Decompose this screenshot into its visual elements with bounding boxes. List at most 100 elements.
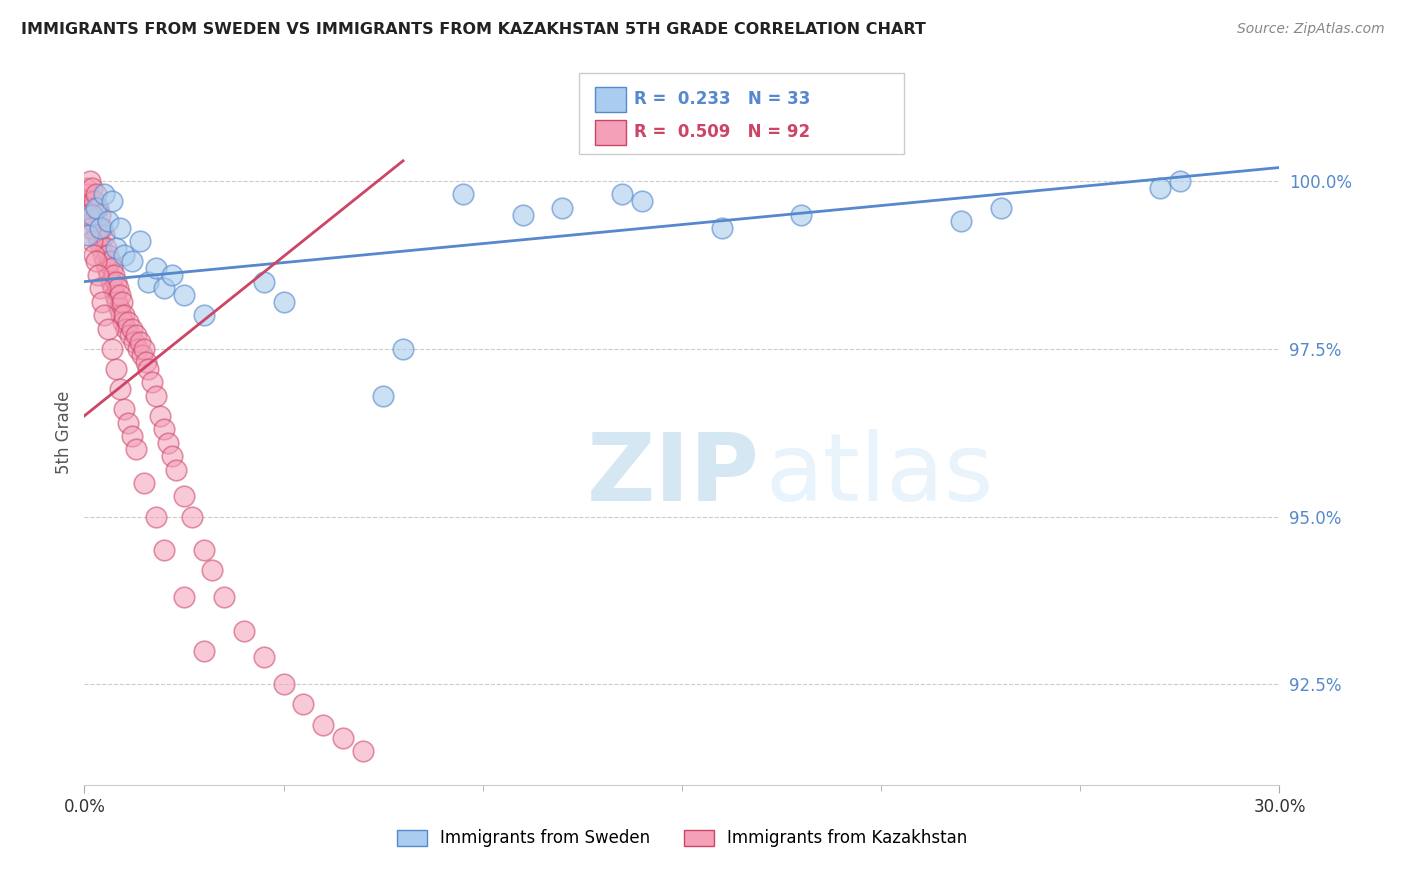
Point [512, 207, 534, 221]
Y-axis label: 5th Grade: 5th Grade [55, 391, 73, 475]
Point [160, 449, 183, 463]
Point [451, 187, 474, 202]
Point [93, 187, 115, 202]
Point [273, 677, 295, 691]
Point [76, 194, 98, 208]
Point [141, 376, 163, 390]
Point [94, 254, 117, 268]
Point [165, 462, 187, 476]
Point [105, 362, 128, 376]
Point [103, 268, 125, 282]
Point [117, 416, 139, 430]
Point [87, 201, 110, 215]
Text: ZIP: ZIP [586, 429, 759, 521]
Point [332, 731, 354, 745]
Text: IMMIGRANTS FROM SWEDEN VS IMMIGRANTS FROM KAZAKHSTAN 5TH GRADE CORRELATION CHART: IMMIGRANTS FROM SWEDEN VS IMMIGRANTS FRO… [21, 22, 927, 37]
Point [107, 281, 129, 295]
Point [181, 509, 204, 524]
Point [312, 717, 335, 731]
Point [110, 382, 132, 396]
Point [212, 590, 235, 604]
Point [949, 214, 972, 228]
Point [93, 227, 115, 242]
Point [373, 389, 395, 403]
Text: R =  0.233   N = 33: R = 0.233 N = 33 [634, 90, 810, 108]
Point [612, 187, 634, 202]
Point [89, 235, 111, 249]
Point [392, 342, 415, 356]
Point [77, 227, 100, 242]
Point [96, 241, 118, 255]
Point [125, 442, 148, 457]
Point [96, 261, 118, 276]
Point [153, 281, 176, 295]
Point [75, 180, 97, 194]
Point [112, 248, 135, 262]
Point [91, 294, 114, 309]
Point [115, 321, 138, 335]
Point [86, 201, 108, 215]
Point [79, 174, 101, 188]
Point [90, 241, 112, 255]
Point [710, 221, 733, 235]
Point [292, 698, 315, 712]
Point [273, 294, 295, 309]
Point [232, 624, 254, 638]
Point [253, 650, 276, 665]
Point [121, 429, 143, 443]
Point [117, 315, 139, 329]
Point [129, 334, 152, 349]
Point [253, 275, 276, 289]
Point [131, 348, 153, 362]
Point [110, 288, 132, 302]
Point [631, 194, 654, 208]
Text: atlas: atlas [766, 429, 994, 521]
Point [790, 207, 813, 221]
Text: R =  0.509   N = 92: R = 0.509 N = 92 [634, 123, 810, 141]
Point [101, 261, 124, 276]
Legend: Immigrants from Sweden, Immigrants from Kazakhstan: Immigrants from Sweden, Immigrants from … [389, 822, 974, 855]
Point [77, 207, 100, 221]
Point [108, 301, 131, 316]
Point [83, 194, 105, 208]
Point [125, 328, 148, 343]
Point [77, 187, 100, 202]
Point [110, 221, 132, 235]
Point [132, 475, 156, 490]
Point [77, 207, 100, 221]
Point [201, 563, 224, 577]
Point [86, 254, 108, 268]
Point [101, 342, 124, 356]
Point [193, 644, 215, 658]
Point [104, 288, 127, 302]
Point [100, 275, 122, 289]
Point [89, 281, 111, 295]
Point [157, 435, 180, 450]
Point [136, 275, 159, 289]
Point [93, 248, 115, 262]
Point [82, 214, 104, 228]
Point [145, 261, 167, 276]
Point [86, 187, 108, 202]
Point [110, 308, 132, 322]
Point [87, 268, 110, 282]
Point [132, 342, 156, 356]
Point [101, 281, 124, 295]
Point [551, 201, 574, 215]
Point [89, 221, 111, 235]
Point [105, 241, 128, 255]
Point [105, 294, 128, 309]
Point [149, 409, 172, 423]
Point [82, 180, 104, 194]
Point [98, 254, 121, 268]
Point [1149, 180, 1171, 194]
Point [173, 489, 195, 503]
Point [990, 201, 1012, 215]
Point [82, 235, 104, 249]
Point [80, 201, 103, 215]
Point [111, 294, 134, 309]
Point [112, 315, 135, 329]
Point [98, 268, 121, 282]
Point [173, 590, 195, 604]
Point [352, 744, 374, 758]
